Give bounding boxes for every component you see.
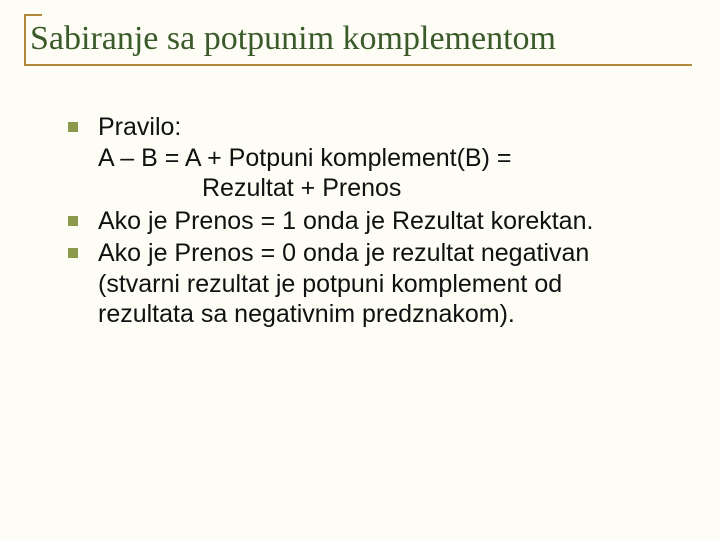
square-bullet-icon — [68, 122, 78, 132]
slide: Sabiranje sa potpunim komplementom Pravi… — [0, 0, 720, 540]
title-container: Sabiranje sa potpunim komplementom — [24, 14, 692, 66]
square-bullet-icon — [68, 216, 78, 226]
title-rule-top — [24, 14, 42, 16]
square-bullet-icon — [68, 248, 78, 258]
bullet-text: Pravilo: A – B = A + Potpuni komplement(… — [98, 112, 662, 204]
list-item: Pravilo: A – B = A + Potpuni komplement(… — [68, 112, 662, 204]
bullet-line: Ako je Prenos = 1 onda je Rezultat korek… — [98, 207, 593, 235]
bullet-line: A – B = A + Potpuni komplement(B) = — [98, 144, 511, 172]
slide-title: Sabiranje sa potpunim komplementom — [24, 20, 692, 66]
list-item: Ako je Prenos = 0 onda je rezultat negat… — [68, 238, 662, 330]
title-rule-left — [24, 14, 26, 66]
bullet-text: Ako je Prenos = 0 onda je rezultat negat… — [98, 238, 662, 330]
bullet-line-indent: Rezultat + Prenos — [98, 173, 662, 204]
title-rule-bottom — [24, 64, 692, 66]
bullet-line: Pravilo: — [98, 113, 181, 141]
bullet-text: Ako je Prenos = 1 onda je Rezultat korek… — [98, 206, 662, 237]
list-item: Ako je Prenos = 1 onda je Rezultat korek… — [68, 206, 662, 237]
slide-content: Pravilo: A – B = A + Potpuni komplement(… — [24, 66, 692, 330]
bullet-line: Ako je Prenos = 0 onda je rezultat negat… — [98, 239, 589, 328]
